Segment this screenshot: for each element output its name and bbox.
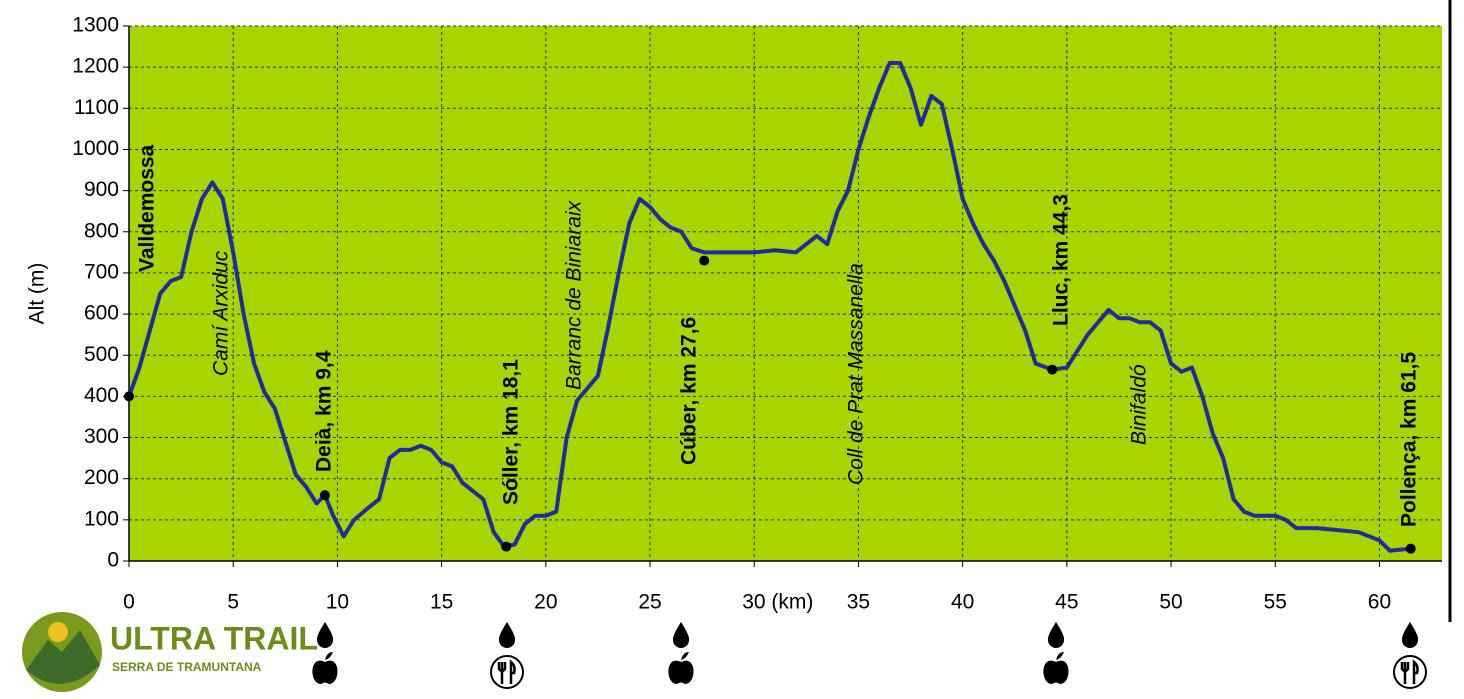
x-tick-label: 20 — [534, 591, 557, 614]
y-axis-label: Alt (m) — [26, 263, 49, 325]
water-icon — [1401, 622, 1419, 648]
logo-title: ULTRA TRAIL — [110, 620, 318, 656]
y-tick-label: 400 — [84, 384, 119, 407]
food-icon — [497, 659, 516, 684]
x-tick-label: 15 — [430, 591, 453, 614]
station-label: Lluc, km 44,3 — [1050, 194, 1073, 326]
station-label: Valldemossa — [136, 144, 159, 272]
route-note: Binifaldó — [1128, 364, 1151, 445]
station-point — [501, 541, 512, 552]
food-icon — [490, 655, 524, 689]
y-tick-label: 900 — [84, 178, 119, 201]
y-tick-label: 1100 — [74, 96, 119, 119]
y-tick-label: 600 — [84, 302, 119, 325]
logo: ULTRA TRAIL SERRA DE TRAMUNTANA — [22, 612, 318, 692]
x-tick-label: 0 — [123, 591, 135, 614]
logo-subtitle: SERRA DE TRAMUNTANA — [112, 660, 262, 674]
station-label: Deià, km 9,4 — [313, 350, 336, 472]
station-point — [319, 490, 330, 501]
plot-area — [129, 26, 1442, 561]
x-tick-label: 60 — [1368, 591, 1391, 614]
water-icon — [672, 622, 690, 648]
y-tick-label: 100 — [84, 507, 119, 530]
x-tick-label: 10 — [326, 591, 349, 614]
logo-sun — [48, 622, 68, 642]
route-note: Coll de Prat Massanella — [845, 263, 868, 485]
station-point — [1405, 543, 1416, 554]
route-note: Camí Arxiduc — [210, 250, 233, 376]
route-note: Barranc de Biniaraix — [563, 199, 586, 390]
apple-icon — [312, 652, 338, 684]
station-label: Cúber, km 27,6 — [678, 317, 701, 465]
y-tick-label: 300 — [84, 425, 119, 448]
station-label: Pollença, km 61,5 — [1398, 352, 1421, 527]
elevation-line — [127, 61, 1411, 553]
x-tick-label: 40 — [951, 591, 974, 614]
y-tick-label: 500 — [84, 343, 119, 366]
logo-mountain — [26, 630, 100, 684]
station-label: Sóller, km 18,1 — [500, 359, 523, 505]
y-tick-label: 0 — [107, 549, 119, 572]
x-tick-label: 30 (km) — [742, 591, 813, 614]
station-point — [1047, 364, 1058, 375]
apple-icon — [1043, 652, 1069, 684]
y-tick-label: 800 — [84, 219, 119, 242]
x-tick-label: 50 — [1159, 591, 1182, 614]
y-tick-label: 200 — [84, 466, 119, 489]
water-icon — [1047, 622, 1065, 648]
y-tick-label: 1200 — [72, 55, 119, 78]
x-tick-label: 25 — [638, 591, 661, 614]
water-icon — [316, 622, 334, 648]
station-point — [124, 391, 134, 402]
y-tick-label: 1000 — [72, 137, 119, 160]
station-point — [699, 255, 710, 266]
water-icon — [498, 622, 516, 648]
y-tick-label: 1300 — [72, 14, 119, 37]
apple-icon — [668, 652, 694, 684]
y-tick-label: 700 — [84, 260, 119, 283]
x-tick-label: 45 — [1055, 591, 1078, 614]
x-tick-label: 5 — [227, 591, 239, 614]
food-icon — [1400, 659, 1419, 684]
x-tick-label: 55 — [1264, 591, 1287, 614]
x-tick-label: 35 — [847, 591, 870, 614]
food-icon — [1393, 655, 1427, 689]
